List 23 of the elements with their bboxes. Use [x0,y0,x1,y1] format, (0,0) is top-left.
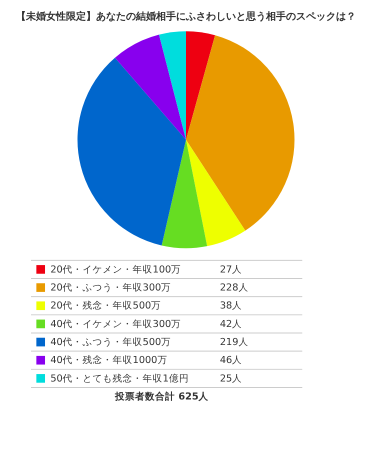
pie-slice [186,140,246,246]
legend-label: 20代・イケメン・年収100万 [50,263,182,276]
pie-slice [186,35,294,231]
legend-label: 40代・ふつう・年収500万 [50,336,172,348]
pie-slice [114,34,186,140]
data-label: 228人 [220,282,248,294]
data-label: 46人 [220,355,242,366]
data-label: 38人 [220,300,242,312]
text: 投票者数合計 625人 [114,390,210,402]
legend-label: 40代・イケメン・年収300万 [50,318,182,330]
pie-slice [162,140,208,248]
pie-slice [78,58,186,246]
chart-title: 【未婚女性限定】あなたの結婚相手にふさわしいと思う相手のスペックは？ [16,10,356,23]
legend-label: 20代・ふつう・年収300万 [50,281,172,294]
legend-label: 40代・残念・年収1000万 [50,354,168,366]
pie-slice [186,31,216,140]
legend-label: 50代・とても残念・年収1億円 [50,372,189,384]
legend-label: 20代・残念・年収500万 [50,300,162,312]
data-label: 42人 [220,318,242,330]
data-label: 25人 [220,373,242,384]
data-label: 27人 [220,264,242,276]
pie-slice [159,31,186,140]
data-label: 219人 [220,336,248,348]
